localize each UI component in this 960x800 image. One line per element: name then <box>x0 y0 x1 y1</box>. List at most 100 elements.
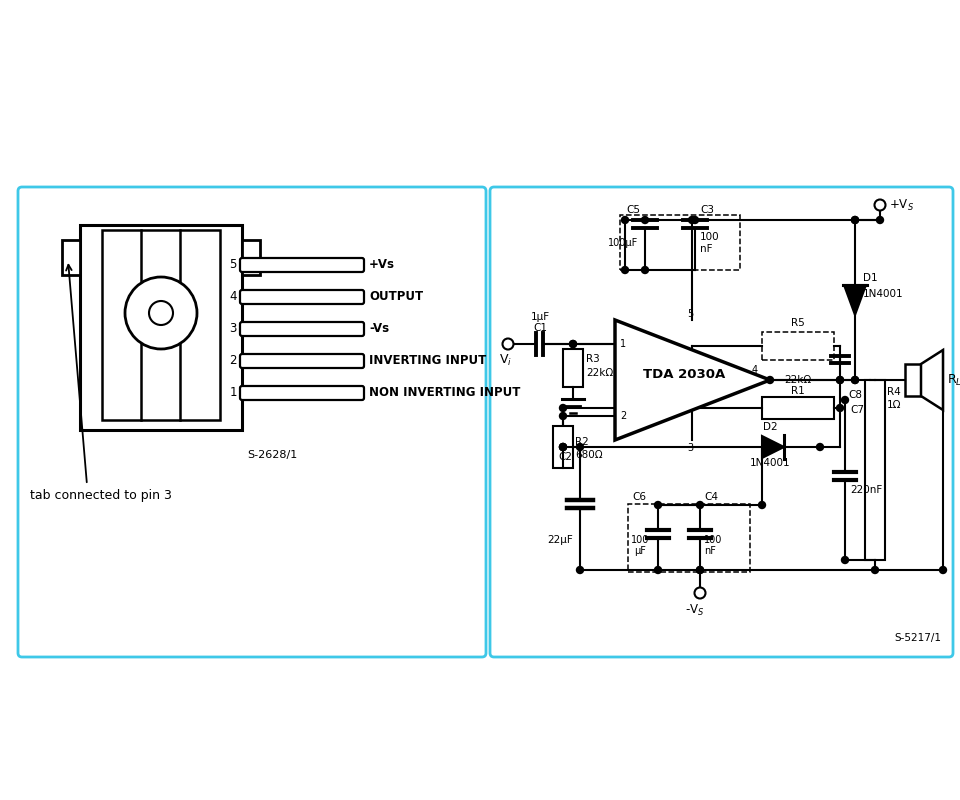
Polygon shape <box>921 350 943 410</box>
Circle shape <box>836 377 844 383</box>
Text: S-2628/1: S-2628/1 <box>247 450 298 460</box>
Circle shape <box>691 217 699 223</box>
Text: NON INVERTING INPUT: NON INVERTING INPUT <box>369 386 520 399</box>
Circle shape <box>560 443 566 450</box>
FancyBboxPatch shape <box>240 386 364 400</box>
Circle shape <box>842 397 849 403</box>
Circle shape <box>875 199 885 210</box>
Text: 1Ω: 1Ω <box>887 400 901 410</box>
Circle shape <box>836 377 844 383</box>
Text: tab connected to pin 3: tab connected to pin 3 <box>30 489 172 502</box>
Text: 3: 3 <box>687 443 693 453</box>
Circle shape <box>569 341 577 347</box>
Text: C7: C7 <box>850 405 864 415</box>
Bar <box>62 240 80 275</box>
Text: S-5217/1: S-5217/1 <box>894 633 941 643</box>
Text: TDA 2030A: TDA 2030A <box>643 369 725 382</box>
Text: INVERTING INPUT: INVERTING INPUT <box>369 354 487 367</box>
Text: 100
μF: 100 μF <box>631 534 649 556</box>
Text: 4: 4 <box>752 365 758 375</box>
Text: R2: R2 <box>575 437 588 447</box>
Circle shape <box>125 277 197 349</box>
FancyBboxPatch shape <box>240 354 364 368</box>
Bar <box>628 504 750 572</box>
Circle shape <box>697 566 704 574</box>
Text: R5: R5 <box>791 318 804 328</box>
Text: 680Ω: 680Ω <box>575 450 603 460</box>
Text: 1N4001: 1N4001 <box>750 458 790 468</box>
Text: R1: R1 <box>791 386 804 396</box>
Text: 3: 3 <box>229 322 237 335</box>
Circle shape <box>577 443 584 450</box>
Circle shape <box>655 502 661 509</box>
Text: 2: 2 <box>620 411 626 421</box>
Text: D2: D2 <box>762 422 778 432</box>
FancyBboxPatch shape <box>240 258 364 272</box>
Circle shape <box>655 566 661 574</box>
Bar <box>102 230 220 420</box>
Text: 1: 1 <box>620 339 626 349</box>
Text: C1: C1 <box>533 323 547 333</box>
Bar <box>865 380 885 560</box>
Circle shape <box>852 377 858 383</box>
Circle shape <box>694 587 706 598</box>
Text: 100
nF: 100 nF <box>700 232 720 254</box>
Circle shape <box>852 377 858 383</box>
Circle shape <box>569 341 577 347</box>
Circle shape <box>149 301 173 325</box>
Bar <box>563 349 583 387</box>
Text: C4: C4 <box>704 492 718 502</box>
Circle shape <box>502 338 514 350</box>
Circle shape <box>560 443 566 450</box>
FancyBboxPatch shape <box>490 187 953 657</box>
Circle shape <box>697 566 704 574</box>
Polygon shape <box>762 436 784 458</box>
FancyBboxPatch shape <box>18 187 486 657</box>
Text: 2: 2 <box>229 354 237 367</box>
Circle shape <box>852 217 858 223</box>
Text: 5: 5 <box>687 309 693 319</box>
Circle shape <box>876 217 883 223</box>
Text: 100μF: 100μF <box>608 238 638 248</box>
Text: 5: 5 <box>229 258 237 271</box>
Text: +V$_S$: +V$_S$ <box>889 198 914 213</box>
Text: 100
nF: 100 nF <box>704 534 722 556</box>
Text: C2: C2 <box>558 452 572 462</box>
Text: 1μF: 1μF <box>531 312 549 322</box>
Circle shape <box>836 405 844 411</box>
Circle shape <box>560 413 566 419</box>
Bar <box>762 397 834 419</box>
Circle shape <box>842 557 849 563</box>
Text: R4: R4 <box>887 387 900 397</box>
Polygon shape <box>844 285 866 315</box>
Text: C6: C6 <box>632 492 646 502</box>
Bar <box>553 426 573 468</box>
Text: C8: C8 <box>848 390 862 400</box>
Circle shape <box>641 266 649 274</box>
Circle shape <box>641 217 649 223</box>
Circle shape <box>621 217 629 223</box>
Text: -Vs: -Vs <box>369 322 389 335</box>
Circle shape <box>560 443 566 450</box>
Text: 220nF: 220nF <box>850 485 882 495</box>
Text: C5: C5 <box>626 205 640 215</box>
Bar <box>905 364 921 396</box>
Circle shape <box>560 405 566 411</box>
Text: 4: 4 <box>229 290 237 303</box>
Text: 22μF: 22μF <box>547 535 573 545</box>
Circle shape <box>621 266 629 274</box>
Bar <box>242 240 260 275</box>
Text: D1: D1 <box>863 273 877 283</box>
Circle shape <box>940 566 947 574</box>
Bar <box>620 215 740 270</box>
Text: C3: C3 <box>700 205 714 215</box>
Bar <box>762 332 834 360</box>
Circle shape <box>852 217 858 223</box>
Circle shape <box>577 566 584 574</box>
Bar <box>80 225 242 430</box>
Text: 22kΩ: 22kΩ <box>784 375 811 385</box>
Text: +Vs: +Vs <box>369 258 395 271</box>
Circle shape <box>872 566 878 574</box>
Circle shape <box>817 443 824 450</box>
Text: 1N4001: 1N4001 <box>863 289 903 299</box>
